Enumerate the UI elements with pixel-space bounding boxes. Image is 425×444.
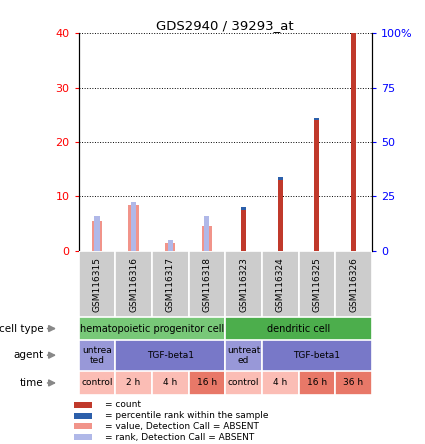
Text: GSM116316: GSM116316 bbox=[129, 257, 138, 312]
Text: 16 h: 16 h bbox=[197, 378, 217, 388]
Text: 16 h: 16 h bbox=[307, 378, 327, 388]
Bar bbox=[298, 371, 335, 395]
Bar bbox=[314, 120, 320, 251]
Bar bbox=[131, 202, 136, 251]
Text: cell type: cell type bbox=[0, 324, 43, 333]
Text: control: control bbox=[81, 378, 113, 388]
Text: GSM116324: GSM116324 bbox=[276, 257, 285, 312]
Bar bbox=[278, 180, 283, 251]
Bar bbox=[165, 243, 176, 251]
Bar bbox=[298, 251, 335, 317]
Bar bbox=[335, 251, 372, 317]
Text: = value, Detection Call = ABSENT: = value, Detection Call = ABSENT bbox=[105, 422, 259, 431]
Bar bbox=[79, 371, 115, 395]
Bar bbox=[262, 251, 298, 317]
Bar bbox=[152, 371, 189, 395]
Title: GDS2940 / 39293_at: GDS2940 / 39293_at bbox=[156, 19, 294, 32]
Bar bbox=[152, 251, 189, 317]
Bar bbox=[351, 31, 356, 33]
Text: TGF-beta1: TGF-beta1 bbox=[293, 351, 340, 360]
Bar bbox=[128, 205, 139, 251]
Text: dendritic cell: dendritic cell bbox=[267, 324, 330, 333]
Text: 4 h: 4 h bbox=[273, 378, 287, 388]
Text: untrea
ted: untrea ted bbox=[82, 345, 112, 365]
Bar bbox=[74, 402, 92, 408]
Text: GSM116317: GSM116317 bbox=[166, 257, 175, 312]
Bar bbox=[225, 371, 262, 395]
Bar bbox=[94, 215, 99, 251]
Bar bbox=[335, 371, 372, 395]
Bar bbox=[225, 340, 262, 371]
Text: control: control bbox=[228, 378, 259, 388]
Bar bbox=[262, 340, 372, 371]
Bar bbox=[168, 240, 173, 251]
Bar bbox=[115, 371, 152, 395]
Bar bbox=[204, 215, 210, 251]
Bar bbox=[262, 371, 298, 395]
Bar bbox=[351, 33, 356, 251]
Bar bbox=[314, 118, 320, 120]
Bar bbox=[189, 371, 225, 395]
Bar bbox=[225, 251, 262, 317]
Bar bbox=[115, 340, 225, 371]
Text: TGF-beta1: TGF-beta1 bbox=[147, 351, 194, 360]
Text: = percentile rank within the sample: = percentile rank within the sample bbox=[105, 411, 269, 420]
Text: GSM116323: GSM116323 bbox=[239, 257, 248, 312]
Bar bbox=[241, 207, 246, 210]
Text: = rank, Detection Call = ABSENT: = rank, Detection Call = ABSENT bbox=[105, 432, 254, 442]
Bar bbox=[115, 251, 152, 317]
Bar bbox=[79, 317, 225, 340]
Bar bbox=[189, 251, 225, 317]
Bar bbox=[74, 413, 92, 419]
Bar bbox=[74, 434, 92, 440]
Bar bbox=[202, 226, 212, 251]
Text: 36 h: 36 h bbox=[343, 378, 364, 388]
Bar bbox=[225, 317, 372, 340]
Bar bbox=[278, 178, 283, 180]
Bar bbox=[74, 424, 92, 429]
Bar bbox=[79, 251, 115, 317]
Text: agent: agent bbox=[13, 350, 43, 360]
Text: 4 h: 4 h bbox=[163, 378, 177, 388]
Bar bbox=[92, 221, 102, 251]
Text: GSM116318: GSM116318 bbox=[202, 257, 211, 312]
Text: = count: = count bbox=[105, 400, 141, 409]
Bar bbox=[241, 210, 246, 251]
Text: 2 h: 2 h bbox=[127, 378, 141, 388]
Bar bbox=[79, 340, 115, 371]
Text: time: time bbox=[20, 378, 43, 388]
Text: GSM116326: GSM116326 bbox=[349, 257, 358, 312]
Text: hematopoietic progenitor cell: hematopoietic progenitor cell bbox=[80, 324, 224, 333]
Text: untreat
ed: untreat ed bbox=[227, 345, 260, 365]
Text: GSM116325: GSM116325 bbox=[312, 257, 321, 312]
Text: GSM116315: GSM116315 bbox=[93, 257, 102, 312]
